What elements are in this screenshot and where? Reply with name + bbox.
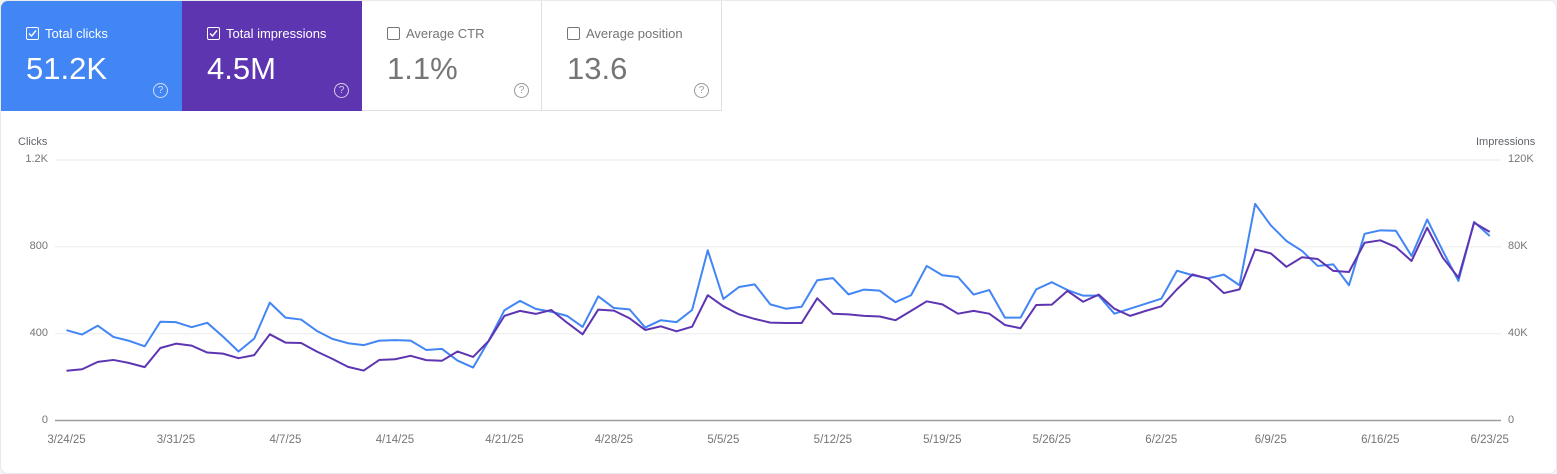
metric-card-average-position[interactable]: Average position 13.6 ? (542, 1, 722, 111)
x-axis-tick: 4/28/25 (594, 434, 634, 446)
help-icon[interactable]: ? (694, 83, 709, 98)
help-icon[interactable]: ? (514, 83, 529, 98)
x-axis-tick: 5/26/25 (1032, 434, 1071, 446)
metric-value: 51.2K (26, 51, 108, 86)
right-axis-tick: 80K (1508, 239, 1528, 252)
x-axis-tick: 4/21/25 (485, 434, 524, 446)
metric-value: 1.1% (387, 51, 458, 86)
right-axis-tick: 120K (1508, 153, 1534, 165)
x-axis-tick: 4/14/25 (375, 434, 415, 446)
right-axis-tick: 0 (1508, 413, 1515, 426)
left-axis-tick: 400 (29, 326, 48, 339)
metric-card-total-clicks[interactable]: Total clicks 51.2K ? (1, 1, 182, 111)
x-axis-tick: 5/19/25 (923, 434, 962, 446)
metric-card-total-impressions[interactable]: Total impressions 4.5M ? (182, 1, 362, 111)
x-axis-tick: 6/2/25 (1145, 434, 1178, 446)
checkbox-icon[interactable] (26, 27, 39, 40)
metric-label: Total clicks (45, 26, 108, 41)
x-axis-tick: 3/24/25 (47, 434, 86, 446)
metric-card-average-ctr[interactable]: Average CTR 1.1% ? (362, 1, 542, 111)
left-axis-label: Clicks (18, 136, 48, 148)
right-axis-tick: 40K (1508, 326, 1528, 339)
help-icon[interactable]: ? (334, 83, 349, 98)
x-axis-tick: 6/9/25 (1254, 434, 1287, 446)
x-axis-tick: 5/5/25 (707, 434, 740, 446)
metric-label: Average position (586, 26, 683, 41)
checkbox-icon[interactable] (387, 27, 400, 40)
metric-value: 4.5M (207, 51, 276, 86)
x-axis-tick: 5/12/25 (813, 434, 853, 446)
metric-cards: Total clicks 51.2K ? Total impressions 4… (1, 1, 722, 111)
left-axis-tick: 1.2K (25, 153, 48, 165)
metric-value: 13.6 (567, 51, 628, 86)
checkbox-icon[interactable] (567, 27, 580, 40)
clicks-line (66, 202, 1491, 369)
x-axis-tick: 4/7/25 (269, 434, 302, 446)
checkbox-icon[interactable] (207, 27, 220, 40)
x-axis-tick: 6/16/25 (1361, 434, 1400, 446)
right-axis-label: Impressions (1476, 136, 1536, 148)
left-axis-tick: 0 (41, 413, 48, 426)
metric-label: Average CTR (406, 26, 485, 41)
left-axis-tick: 800 (29, 239, 48, 252)
help-icon[interactable]: ? (153, 83, 168, 98)
impressions-line (66, 221, 1491, 372)
metric-label: Total impressions (226, 26, 327, 41)
x-axis-tick: 6/23/25 (1470, 434, 1509, 446)
x-axis-tick: 3/31/25 (156, 434, 196, 446)
